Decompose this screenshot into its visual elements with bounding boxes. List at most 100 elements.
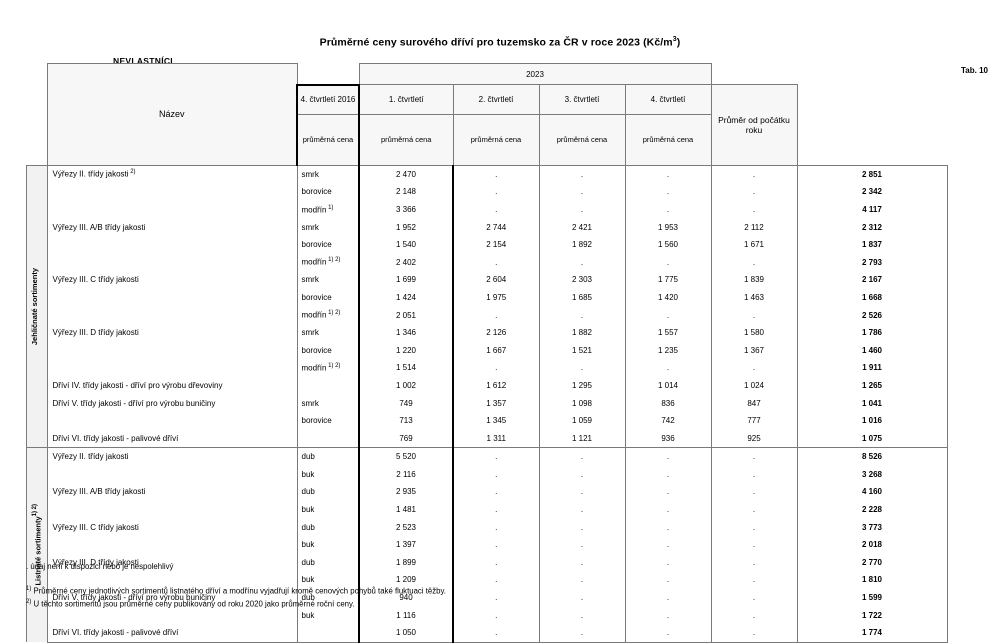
- cell-value-2016: 1 209: [358, 571, 454, 589]
- footnote-dot: . údaj není k dispozici nebo je nespoleh…: [26, 562, 174, 571]
- cell-value-q4: .: [710, 465, 798, 484]
- cell-value-q1: .: [452, 500, 540, 519]
- cell-value-q4: .: [710, 588, 798, 607]
- cell-value-average: 2 342: [796, 183, 948, 201]
- cell-value-average: 3 268: [796, 465, 948, 484]
- table-row: modřín 1) 3 366.... 4 117: [27, 200, 948, 219]
- cell-value-q2: 1 882: [538, 323, 626, 342]
- row-species-label: dub: [296, 518, 360, 536]
- header-sub-q2: průměrná cena: [452, 113, 540, 166]
- header-corner-spacer: [26, 63, 47, 165]
- header-col-q2: 2. čtvrtletí: [452, 84, 540, 115]
- table-row: borovice 1 540 2 154 1 892 1 560 1 671 1 837: [27, 235, 948, 254]
- cell-value-q4: .: [710, 483, 798, 501]
- row-species-label: dub: [296, 553, 360, 572]
- cell-value-q4: .: [710, 535, 798, 554]
- cell-value-q2: 2 421: [538, 218, 626, 236]
- cell-value-2016: 2 116: [358, 465, 454, 484]
- header-col-q3: 3. čtvrtletí: [538, 84, 626, 115]
- cell-value-2016: 1 952: [358, 218, 454, 236]
- section-side-label-superscript: 1) 2): [32, 504, 38, 517]
- cell-value-q1: 1 612: [452, 376, 540, 395]
- cell-value-q2: .: [538, 183, 626, 201]
- cell-value-average: 1 075: [796, 429, 948, 449]
- header-row-year: Název 2023: [26, 63, 948, 166]
- section-side-label: Jehličnaté sortimenty: [26, 164, 48, 448]
- cell-value-q3: 1 557: [624, 323, 712, 342]
- header-col-q1: 1. čtvrtletí: [358, 84, 454, 115]
- cell-value-average: 1 016: [796, 411, 948, 430]
- table-row: buk 1 481.... 2 228: [27, 500, 948, 519]
- row-group-label: Výřezy II. třídy jakosti: [46, 446, 298, 466]
- table-row: Dříví V. třídy jakosti - dříví pro výrob…: [27, 394, 948, 412]
- cell-value-q3: 1 420: [624, 288, 712, 307]
- cell-value-q4: .: [710, 183, 798, 201]
- cell-value-average: 2 228: [796, 500, 948, 519]
- cell-value-2016: 1 002: [358, 376, 454, 395]
- cell-value-q4: 1 839: [710, 271, 798, 289]
- cell-value-2016: 1 514: [358, 359, 454, 377]
- cell-value-2016: 2 051: [358, 306, 454, 324]
- cell-value-average: 1 810: [796, 571, 948, 589]
- cell-value-q2: .: [538, 606, 626, 624]
- cell-value-average: 1 041: [796, 394, 948, 412]
- cell-value-q1: .: [452, 465, 540, 484]
- cell-value-q4: 1 024: [710, 376, 798, 395]
- table-row: buk 1 116.... 1 722: [27, 606, 948, 624]
- cell-value-q2: .: [538, 483, 626, 501]
- cell-value-2016: 1 424: [358, 288, 454, 307]
- cell-value-q3: .: [624, 359, 712, 377]
- cell-value-q2: .: [538, 253, 626, 272]
- cell-value-q3: 936: [624, 429, 712, 449]
- cell-value-2016: 1 116: [358, 606, 454, 624]
- cell-value-2016: 2 402: [358, 253, 454, 272]
- cell-value-q4: .: [710, 518, 798, 536]
- cell-value-2016: 3 366: [358, 200, 454, 219]
- row-group-label: Dříví IV. třídy jakosti - dříví pro výro…: [46, 376, 298, 395]
- page-title-superscript: 3: [672, 36, 677, 43]
- header-col-2016: 4. čtvrtletí 2016: [296, 83, 360, 115]
- cell-value-2016: 2 935: [358, 483, 454, 501]
- cell-value-average: 2 770: [796, 553, 948, 572]
- row-species-label: borovice: [296, 411, 360, 430]
- cell-value-q3: .: [624, 465, 712, 484]
- header-row-subtitle: průměrná cena průměrná cena průměrná cen…: [27, 113, 948, 166]
- row-species-label: modřín 1) 2): [296, 359, 360, 377]
- footnote-1-text: Průměrné ceny jednotlivých sortimentů li…: [31, 586, 446, 596]
- cell-value-q1: .: [452, 623, 540, 643]
- cell-value-q2: 1 098: [538, 394, 626, 412]
- row-group-label: [46, 183, 298, 201]
- cell-value-q1: 2 126: [452, 323, 540, 342]
- row-group-label: [46, 535, 298, 554]
- footnote-1: 1) Průměrné ceny jednotlivých sortimentů…: [26, 586, 446, 596]
- row-group-label: Dříví VI. třídy jakosti - palivové dříví: [46, 429, 298, 449]
- cell-value-q3: 1 235: [624, 341, 712, 360]
- cell-value-q2: 1 685: [538, 288, 626, 307]
- row-group-label: Výřezy III. A/B třídy jakosti: [46, 218, 298, 236]
- header-col-average: Průměr od počátku roku: [710, 84, 798, 166]
- row-species-label: borovice: [296, 235, 360, 254]
- table-body: Jehličnaté sortimenty Výřezy II. třídy ja…: [26, 164, 948, 643]
- cell-value-q4: .: [710, 606, 798, 624]
- table-row: Výřezy III. A/B třídy jakosti smrk 1 952 2 …: [27, 218, 948, 236]
- cell-value-2016: 940: [358, 588, 454, 607]
- cell-value-q3: 836: [624, 394, 712, 412]
- cell-value-q1: .: [452, 359, 540, 377]
- page-title-tail: ): [676, 36, 681, 49]
- header-year-band: 2023: [358, 63, 712, 85]
- cell-value-q2: 1 059: [538, 411, 626, 430]
- cell-value-q1: 2 154: [452, 235, 540, 254]
- row-group-label: [46, 306, 298, 324]
- cell-value-average: 8 526: [796, 446, 948, 466]
- table-row: buk 1 397.... 2 018: [27, 535, 948, 554]
- table-row: Dříví VI. třídy jakosti - palivové dříví…: [27, 623, 948, 643]
- cell-value-q2: 2 303: [538, 271, 626, 289]
- row-species-label: borovice: [296, 288, 360, 307]
- row-species-label: modřín 1) 2): [296, 306, 360, 324]
- price-table: Název 2023 4. čtvrtletí 2016 1. čtvrtlet…: [26, 63, 948, 643]
- header-avg-spacer: [711, 63, 797, 85]
- cell-value-q4: .: [710, 571, 798, 589]
- cell-value-q3: .: [624, 483, 712, 501]
- row-group-label: [46, 606, 298, 624]
- cell-value-average: 1 837: [796, 235, 948, 254]
